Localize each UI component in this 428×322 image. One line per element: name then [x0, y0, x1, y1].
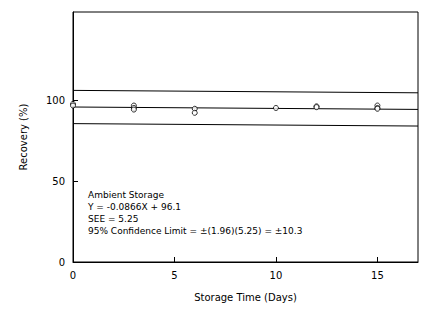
svg-text:0: 0 — [70, 270, 76, 281]
svg-text:Recovery (%): Recovery (%) — [18, 103, 29, 170]
svg-text:5: 5 — [171, 270, 177, 281]
svg-text:100: 100 — [46, 95, 65, 106]
svg-text:95% Confidence Limit = ±(1.96): 95% Confidence Limit = ±(1.96)(5.25) = ±… — [88, 226, 302, 236]
svg-text:50: 50 — [52, 176, 65, 187]
svg-text:Storage Time (Days): Storage Time (Days) — [194, 292, 297, 303]
svg-text:Ambient Storage: Ambient Storage — [88, 190, 164, 200]
svg-text:10: 10 — [270, 270, 283, 281]
svg-text:SEE = 5.25: SEE = 5.25 — [88, 214, 138, 224]
svg-text:0: 0 — [59, 257, 65, 268]
svg-text:15: 15 — [371, 270, 384, 281]
svg-text:Y = -0.0866X + 96.1: Y = -0.0866X + 96.1 — [87, 202, 181, 212]
